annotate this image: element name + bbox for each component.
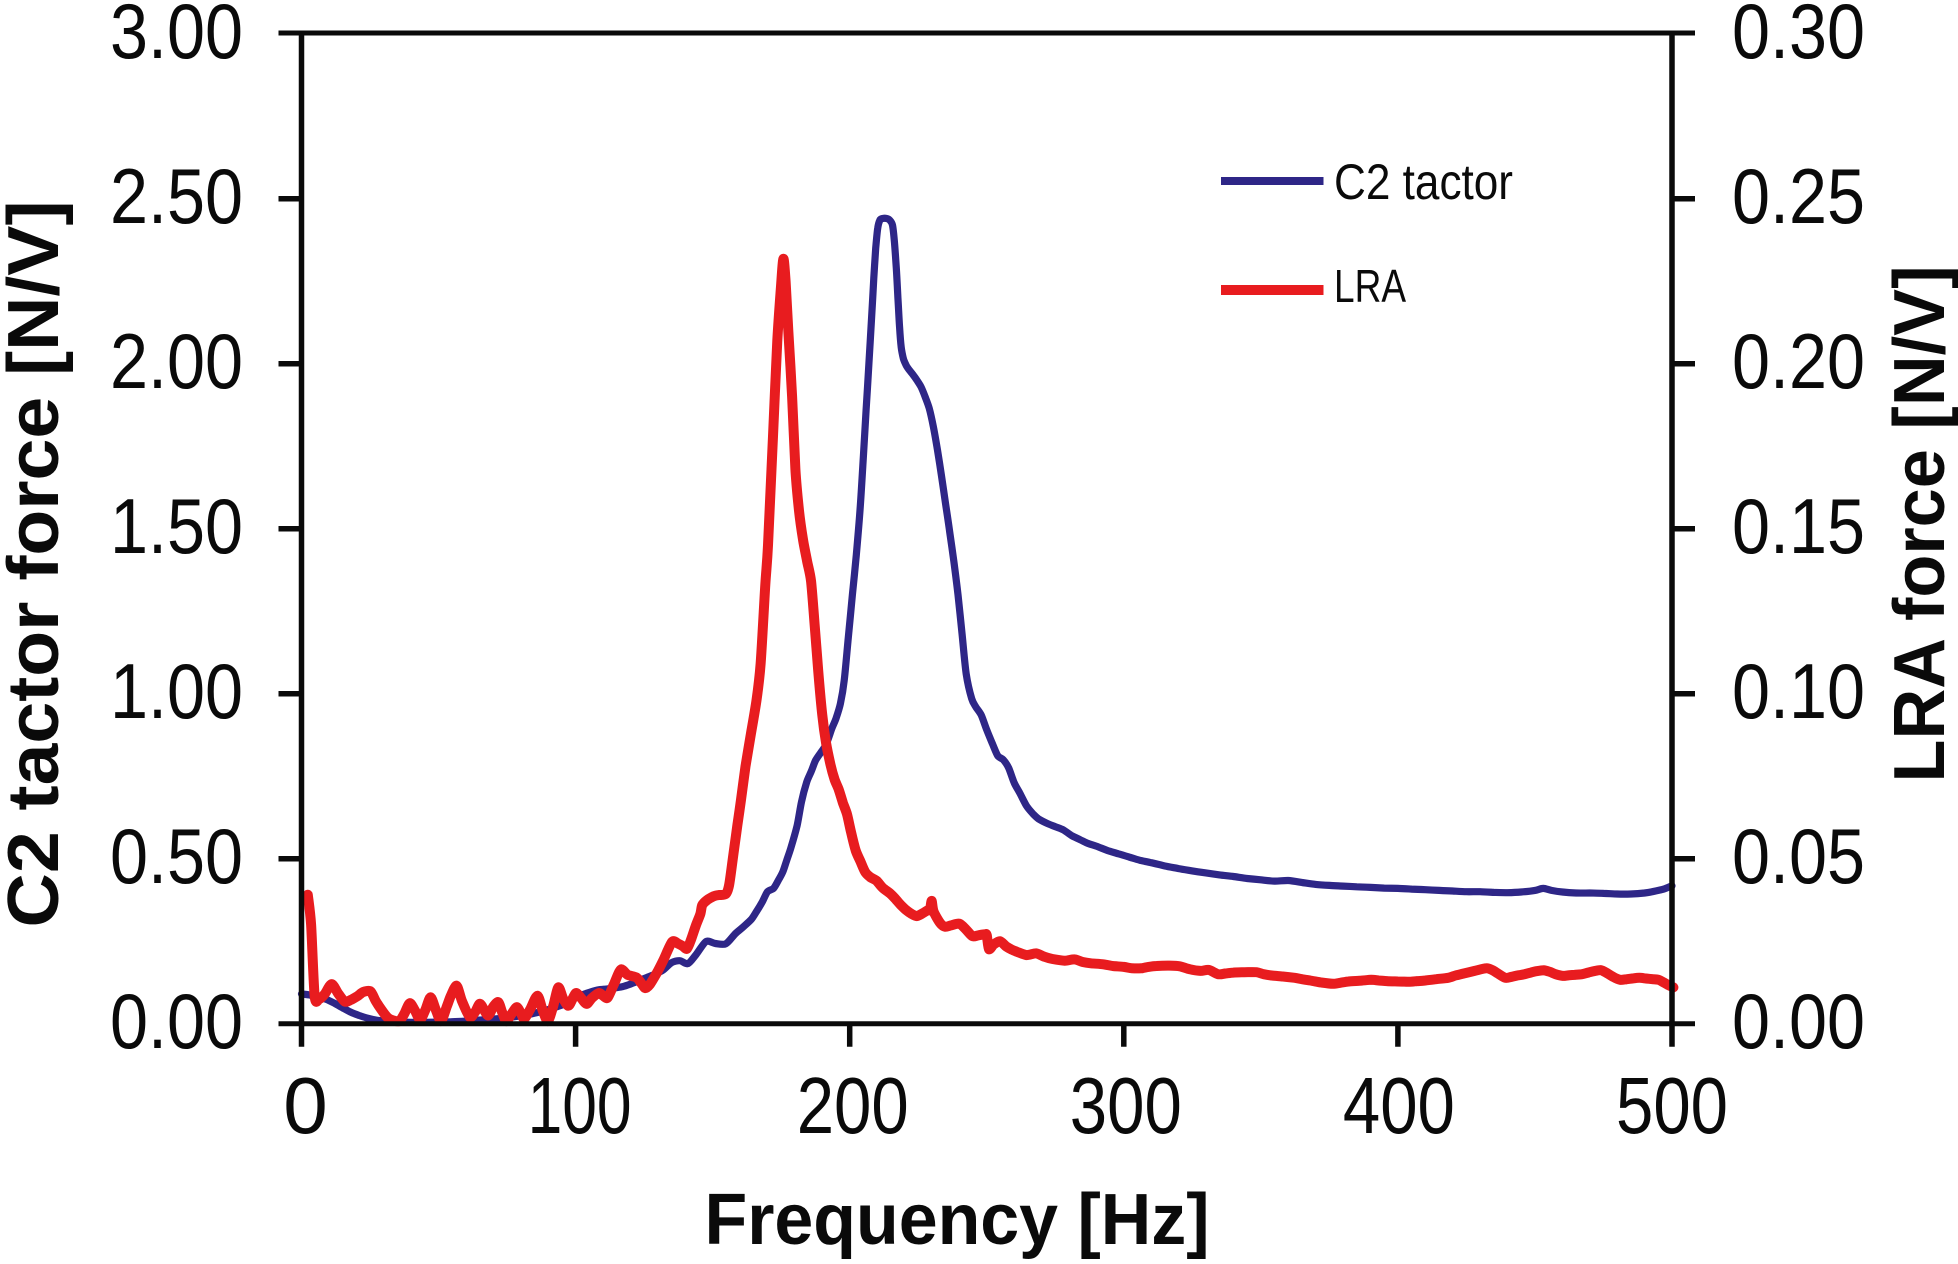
svg-text:LRA force [N/V]: LRA force [N/V]	[1880, 266, 1958, 783]
svg-text:1.00: 1.00	[110, 647, 243, 735]
svg-text:0.50: 0.50	[110, 812, 243, 900]
svg-text:Frequency [Hz]: Frequency [Hz]	[705, 1180, 1210, 1260]
svg-text:0: 0	[283, 1061, 328, 1150]
svg-text:0.15: 0.15	[1732, 482, 1865, 570]
svg-text:400: 400	[1343, 1061, 1455, 1150]
svg-text:0.30: 0.30	[1732, 0, 1865, 75]
svg-text:LRA: LRA	[1334, 260, 1406, 312]
svg-text:C2 tactor: C2 tactor	[1334, 154, 1513, 210]
svg-text:300: 300	[1070, 1061, 1182, 1150]
svg-text:0.00: 0.00	[110, 977, 243, 1065]
svg-text:0.20: 0.20	[1732, 317, 1865, 405]
svg-text:C2 tactor force [N/V]: C2 tactor force [N/V]	[0, 201, 74, 928]
svg-text:500: 500	[1616, 1061, 1728, 1150]
svg-text:0.05: 0.05	[1732, 812, 1865, 900]
svg-text:0.25: 0.25	[1732, 152, 1865, 240]
svg-text:100: 100	[528, 1061, 632, 1150]
svg-text:1.50: 1.50	[110, 482, 243, 570]
svg-text:0.10: 0.10	[1732, 647, 1865, 735]
svg-text:2.00: 2.00	[110, 317, 243, 405]
svg-text:3.00: 3.00	[110, 0, 243, 75]
svg-text:2.50: 2.50	[110, 152, 243, 240]
svg-text:0.00: 0.00	[1732, 977, 1865, 1065]
svg-text:200: 200	[797, 1061, 909, 1150]
